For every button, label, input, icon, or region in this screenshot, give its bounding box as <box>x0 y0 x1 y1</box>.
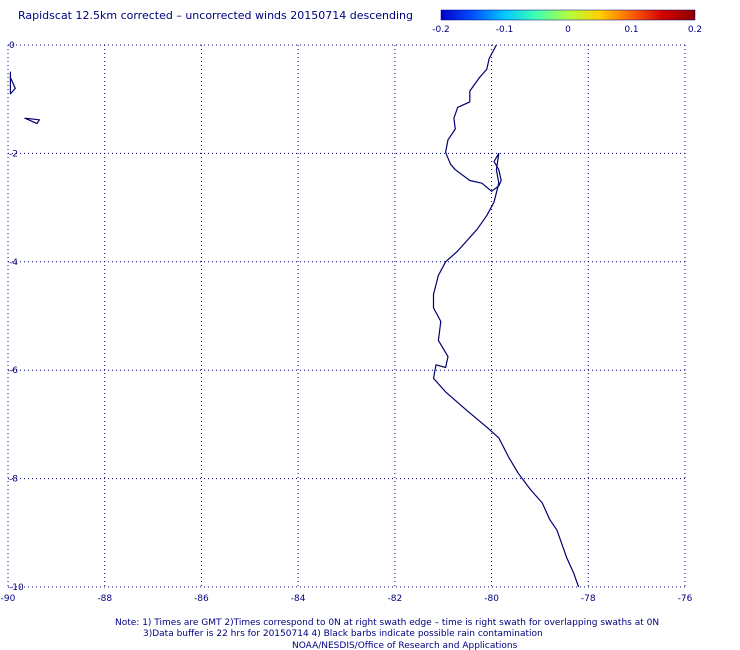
colorbar-tick-label: -0.1 <box>496 25 514 35</box>
longitude-tick-label: -82 <box>388 594 403 604</box>
longitude-axis: -90 -88 -86 -84 -82 -80 -78 -76 <box>1 594 693 604</box>
longitude-tick-label: -76 <box>678 594 693 604</box>
map-title: Rapidscat 12.5km corrected – uncorrected… <box>18 9 413 22</box>
coastline-layer <box>9 44 580 588</box>
colorbar-tick-label: 0.2 <box>688 25 702 35</box>
footnote-line-2: 3)Data buffer is 22 hrs for 20150714 4) … <box>143 629 543 639</box>
footnote-line-3: NOAA/NESDIS/Office of Research and Appli… <box>292 641 518 650</box>
longitude-tick-label: -90 <box>1 594 16 604</box>
island-outline <box>24 117 40 125</box>
colorbar: -0.2 -0.1 0 0.1 0.2 <box>432 9 702 35</box>
grid-lines <box>7 44 686 588</box>
latitude-tick-label: -10 <box>9 583 24 593</box>
map-plot-area: -90 -88 -86 -84 -82 -80 -78 -76 0 -2 -4 -6 -8 -10 <box>1 41 693 604</box>
latitude-tick-label: 0 <box>9 41 15 51</box>
footnote: Note: 1) Times are GMT 2)Times correspon… <box>115 618 659 650</box>
footnote-line-1: Note: 1) Times are GMT 2)Times correspon… <box>115 618 659 628</box>
longitude-tick-label: -78 <box>581 594 596 604</box>
colorbar-tick-label: 0.1 <box>624 25 638 35</box>
island-outline <box>9 71 16 95</box>
colorbar-tick-label: -0.2 <box>432 25 450 35</box>
longitude-tick-label: -80 <box>484 594 499 604</box>
longitude-tick-label: -84 <box>291 594 306 604</box>
latitude-axis: 0 -2 -4 -6 -8 -10 <box>9 41 24 593</box>
longitude-tick-label: -86 <box>194 594 209 604</box>
coastline <box>432 44 580 588</box>
colorbar-scale <box>440 9 696 21</box>
longitude-tick-label: -88 <box>97 594 112 604</box>
latitude-tick-label: -8 <box>9 475 18 485</box>
colorbar-tick-label: 0 <box>565 25 571 35</box>
latitude-tick-label: -4 <box>9 258 18 268</box>
latitude-tick-label: -6 <box>9 366 18 376</box>
latitude-tick-label: -2 <box>9 149 18 159</box>
plot-frame <box>8 45 685 587</box>
